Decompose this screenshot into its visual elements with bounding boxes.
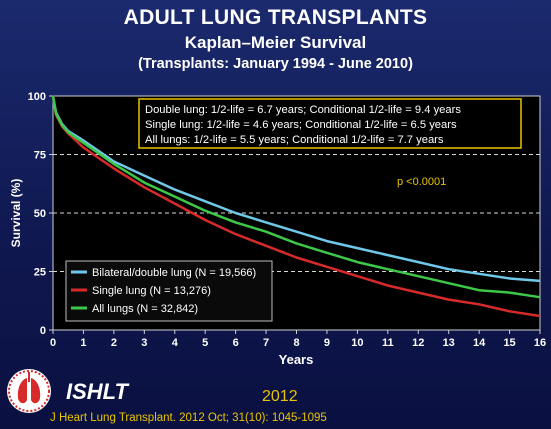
series-lines (51, 95, 541, 318)
chart-title: ADULT LUNG TRANSPLANTS (123, 6, 428, 29)
y-tick-label: 100 (28, 91, 46, 103)
x-tick-label: 4 (172, 337, 179, 349)
legend-label-all: All lungs (N = 32,842) (92, 303, 198, 315)
chart-date-range: (Transplants: January 1994 - June 2010) (138, 56, 413, 72)
x-tick-label: 6 (233, 337, 239, 349)
org-name: ISHLT (66, 379, 128, 404)
legend-label-double: Bilateral/double lung (N = 19,566) (92, 267, 256, 279)
x-tick-label: 15 (503, 337, 515, 349)
y-axis-label: Survival (%) (9, 179, 23, 248)
x-tick-label: 2 (111, 337, 117, 349)
x-tick-label: 3 (141, 337, 147, 349)
annotation-box: Double lung: 1/2-life = 6.7 years; Condi… (138, 98, 522, 149)
x-tick-label: 16 (534, 337, 546, 349)
annotation-line-2: Single lung: 1/2-life = 4.6 years; Condi… (145, 119, 457, 131)
chart-subtitle: Kaplan–Meier Survival (184, 33, 367, 52)
annotation-line-3: All lungs: 1/2-life = 5.5 years; Conditi… (145, 134, 444, 146)
y-tick-label: 50 (34, 208, 46, 220)
legend-label-single: Single lung (N = 13,276) (92, 285, 211, 297)
x-tick-label: 14 (473, 337, 486, 349)
x-tick-label: 11 (382, 337, 394, 349)
y-tick-label: 75 (34, 150, 46, 162)
y-tick-label: 25 (34, 267, 46, 279)
x-tick-label: 0 (50, 337, 56, 349)
x-axis-label: Years (279, 352, 314, 367)
x-tick-label: 10 (351, 337, 363, 349)
x-tick-label: 9 (324, 337, 330, 349)
citation: J Heart Lung Transplant. 2012 Oct; 31(10… (50, 412, 327, 424)
p-value: p <0.0001 (397, 176, 446, 188)
legend: Bilateral/double lung (N = 19,566) Singl… (65, 260, 273, 322)
x-tick-label: 8 (293, 337, 299, 349)
annotation-line-1: Double lung: 1/2-life = 6.7 years; Condi… (145, 104, 461, 116)
series-line-single (51, 95, 541, 318)
x-tick-label: 13 (443, 337, 455, 349)
x-tick-label: 1 (80, 337, 86, 349)
series-line-all (51, 95, 541, 299)
publication-year: 2012 (262, 388, 298, 405)
ishlt-logo (7, 369, 51, 413)
x-tick-label: 7 (263, 337, 269, 349)
x-tick-label: 5 (202, 337, 208, 349)
y-tick-label: 0 (40, 325, 46, 337)
x-tick-label: 12 (412, 337, 424, 349)
